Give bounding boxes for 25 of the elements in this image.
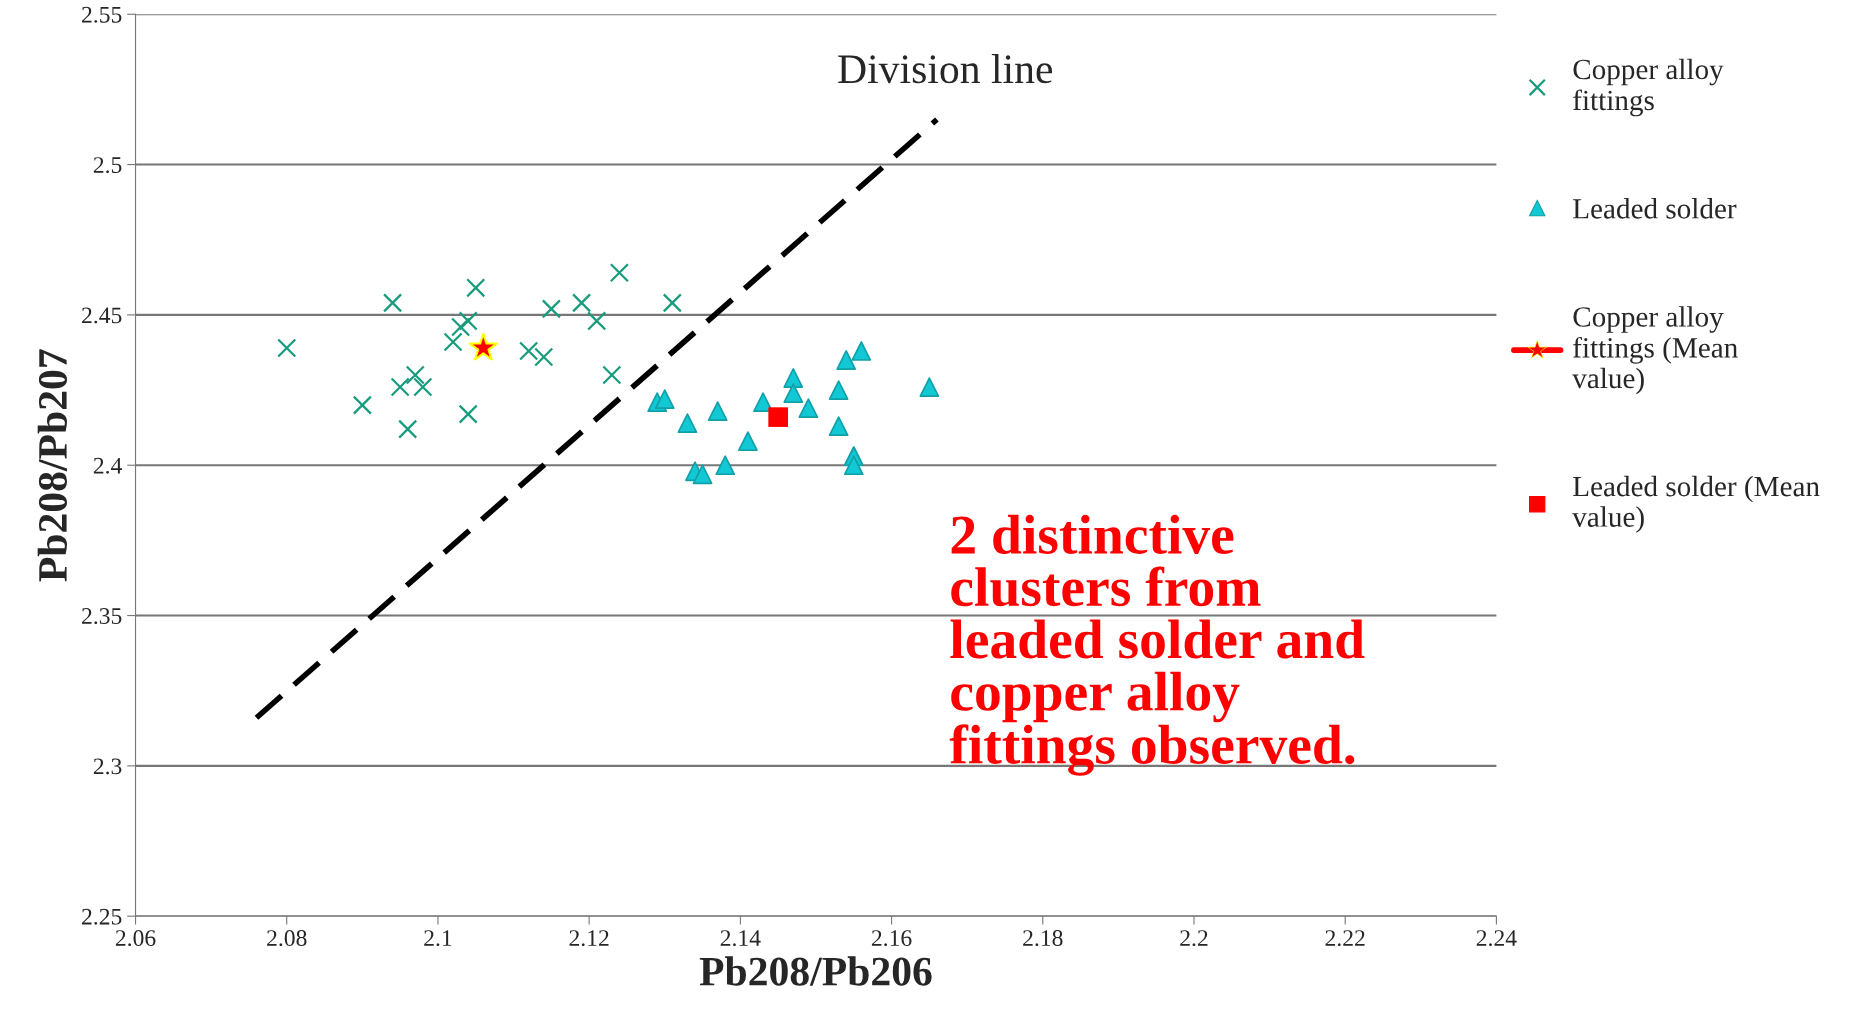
x-tick-label: 2.24 <box>1476 930 1517 947</box>
y-tick-label: 2.45 <box>82 307 122 324</box>
x-tick-label: 2.16 <box>871 930 912 947</box>
y-tick-label: 2.3 <box>93 758 122 775</box>
x-tick-label: 2.1 <box>424 930 452 947</box>
legend-label: Copper alloy fittings (Mean value) <box>1572 306 1738 395</box>
y-tick-label: 2.55 <box>82 6 122 23</box>
y-tick-label: 2.4 <box>93 457 122 474</box>
x-axis-title: Pb208/Pb206 <box>699 956 932 986</box>
x-tick-label: 2.14 <box>720 930 761 947</box>
y-tick-label: 2.25 <box>82 908 122 925</box>
legend-label: Copper alloy fittings <box>1573 58 1724 117</box>
annotation: Division line <box>838 53 1053 84</box>
x-tick-label: 2.08 <box>267 930 307 947</box>
annotation: 2 distinctive clusters from leaded solder and copper alloy fittings observed. <box>949 514 1365 776</box>
x-tick-label: 2.06 <box>115 930 156 947</box>
y-axis-title: Pb208/Pb207 <box>37 349 67 582</box>
x-tick-label: 2.12 <box>569 930 609 947</box>
x-tick-label: 2.22 <box>1325 930 1365 947</box>
x-tick-label: 2.18 <box>1023 930 1063 947</box>
y-tick-label: 2.5 <box>93 157 122 174</box>
y-tick-label: 2.35 <box>82 608 122 625</box>
legend-label: Leaded solder <box>1573 198 1737 219</box>
legend-label: Leaded solder (Mean value) <box>1572 475 1820 533</box>
x-tick-label: 2.2 <box>1180 930 1208 947</box>
